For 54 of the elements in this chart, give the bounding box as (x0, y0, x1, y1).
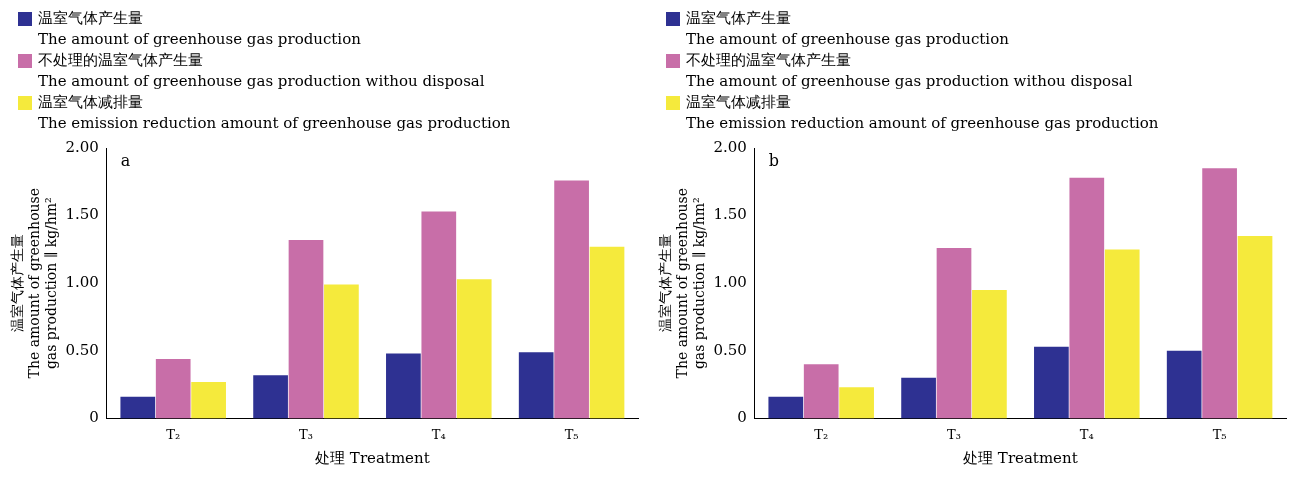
y-tick-label: 2.00 (713, 137, 747, 156)
x-tick-label: T₂ (814, 426, 829, 442)
legend-label: 温室气体产生量 The amount of greenhouse gas production (686, 8, 1009, 50)
x-tick-label: T₄ (431, 426, 446, 442)
x-axis-title: 处理 Treatment (963, 448, 1078, 467)
bar (1069, 177, 1105, 419)
annotation: a (120, 151, 131, 171)
bar (589, 246, 625, 419)
bar (839, 387, 874, 419)
bar (803, 364, 839, 419)
x-tick-label: T₅ (1212, 426, 1227, 442)
y-tick-label: 0.50 (713, 340, 747, 359)
annotation: b (768, 151, 780, 171)
x-tick-label: T₄ (1079, 426, 1094, 442)
x-tick-label: T₅ (564, 426, 579, 442)
y-tick-label: 1.50 (65, 205, 99, 224)
legend-label: 不处理的温室气体产生量 The amount of greenhouse gas production withou disposal (686, 50, 1133, 92)
bar (972, 289, 1007, 419)
bar (421, 211, 457, 419)
y-tick-label: 0 (737, 408, 747, 427)
bar (1166, 350, 1202, 419)
bar (456, 279, 492, 419)
legend-label: 温室气体减排量 The emission reduction amount of greenhouse gas production (686, 92, 1159, 134)
bar (1202, 168, 1237, 419)
bar (155, 358, 191, 419)
bar (554, 180, 589, 419)
bar (1034, 346, 1069, 419)
bar (253, 375, 288, 419)
legend-label: 温室气体减排量 The emission reduction amount of greenhouse gas production (38, 92, 511, 134)
bar (288, 239, 324, 419)
bar (518, 352, 554, 419)
bar (936, 248, 972, 419)
bar (120, 396, 156, 419)
bar (386, 353, 421, 419)
y-axis-title: 温室气体产生量 The amount of greenhouse gas production ∥ kg/hm² (9, 187, 59, 379)
x-tick-label: T₂ (166, 426, 181, 442)
bar (191, 381, 226, 419)
legend-label: 不处理的温室气体产生量 The amount of greenhouse gas production withou disposal (38, 50, 485, 92)
y-tick-label: 0 (89, 408, 99, 427)
x-tick-label: T₃ (947, 426, 961, 442)
y-tick-label: 0.50 (65, 340, 99, 359)
y-tick-label: 1.50 (713, 205, 747, 224)
x-tick-label: T₃ (299, 426, 313, 442)
bar (324, 284, 359, 419)
y-tick-label: 2.00 (65, 137, 99, 156)
y-tick-label: 1.00 (65, 273, 99, 292)
y-axis-title: 温室气体产生量 The amount of greenhouse gas production ∥ kg/hm² (657, 187, 707, 379)
x-axis-title: 处理 Treatment (315, 448, 430, 467)
legend-label: 温室气体产生量 The amount of greenhouse gas production (38, 8, 361, 50)
bar (1237, 235, 1273, 419)
bar (1104, 249, 1140, 419)
bar (901, 377, 936, 419)
y-tick-label: 1.00 (713, 273, 747, 292)
bar (768, 396, 804, 419)
